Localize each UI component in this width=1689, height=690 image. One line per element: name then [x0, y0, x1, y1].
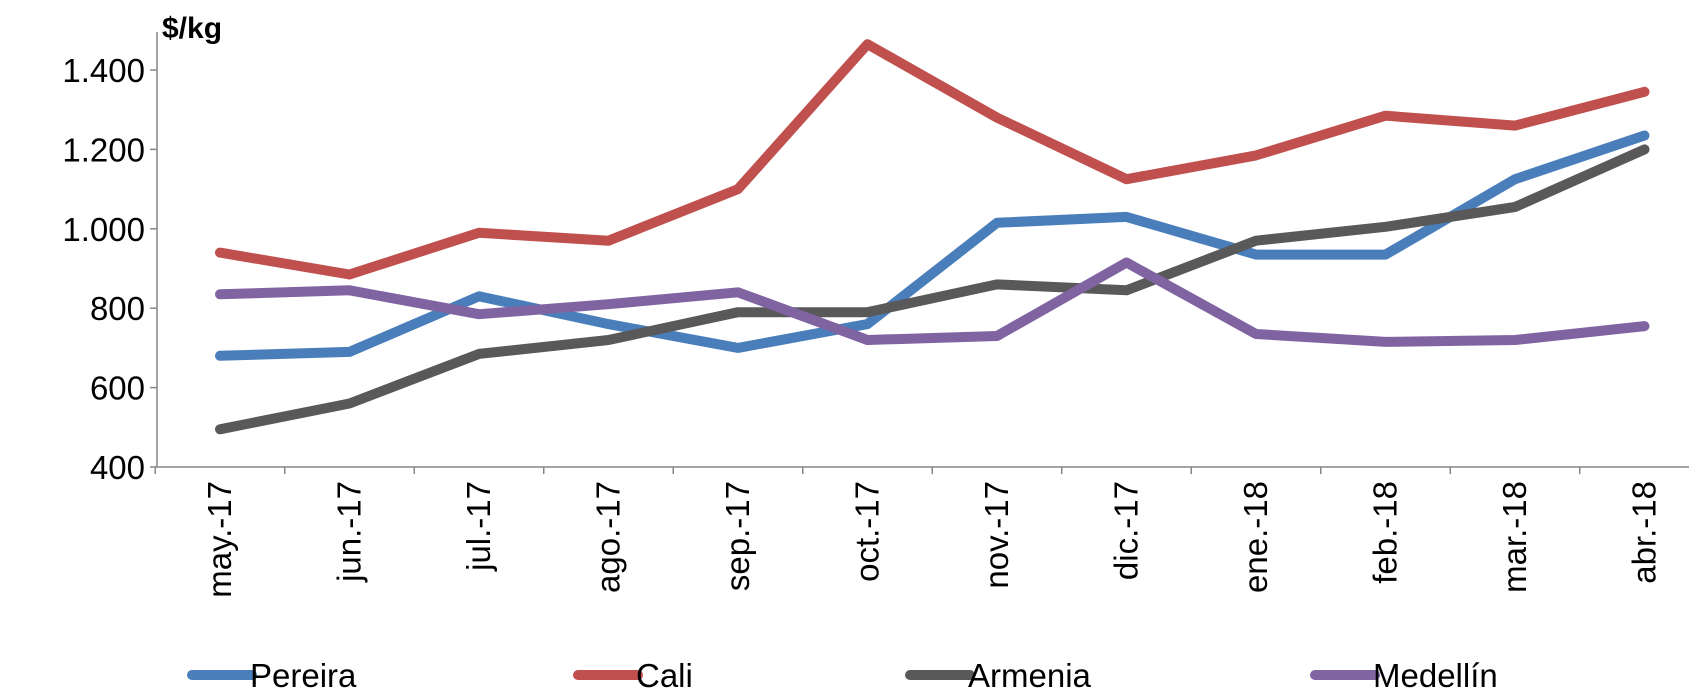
y-tick-label: 600 — [90, 370, 145, 407]
legend: Pereira Cali Armenia Medellín — [187, 657, 1498, 690]
x-tick-label: mar.-18 — [1496, 481, 1533, 593]
series-lines — [215, 39, 1650, 435]
x-tick-label: ene.-18 — [1237, 481, 1274, 593]
y-tick-labels: 1.400 1.200 1.000 800 600 400 — [62, 52, 145, 486]
series-line-cali — [215, 39, 1650, 280]
y-tick-label: 400 — [90, 449, 145, 486]
y-tick-label: 1.400 — [62, 52, 145, 89]
x-tick-label: nov.-17 — [978, 481, 1015, 589]
x-tick-label: jul.-17 — [460, 481, 497, 572]
legend-label: Pereira — [250, 657, 357, 690]
x-tick-label: feb.-18 — [1367, 481, 1404, 584]
y-tick-label: 1.200 — [62, 131, 145, 168]
x-tick-label: dic.-17 — [1108, 481, 1145, 580]
y-axis-unit-label: $/kg — [162, 12, 222, 45]
x-tick-label: sep.-17 — [719, 481, 756, 591]
x-tick-label: oct.-17 — [849, 481, 886, 582]
x-tick-label: may.-17 — [201, 481, 238, 598]
legend-label: Armenia — [968, 657, 1092, 690]
x-tick-label: ago.-17 — [590, 481, 627, 593]
chart-axes — [150, 32, 1689, 474]
legend-label: Medellín — [1373, 657, 1498, 690]
x-tick-label: abr.-18 — [1626, 481, 1663, 584]
series-line-armenia — [215, 144, 1650, 435]
y-tick-label: 800 — [90, 290, 145, 327]
series-line-medellín — [215, 257, 1650, 347]
x-tick-label: jun.-17 — [331, 481, 368, 583]
y-tick-label: 1.000 — [62, 211, 145, 248]
legend-label: Cali — [636, 657, 693, 690]
x-tick-labels: may.-17 jun.-17 jul.-17 ago.-17 sep.-17 oct.-… — [201, 481, 1663, 598]
